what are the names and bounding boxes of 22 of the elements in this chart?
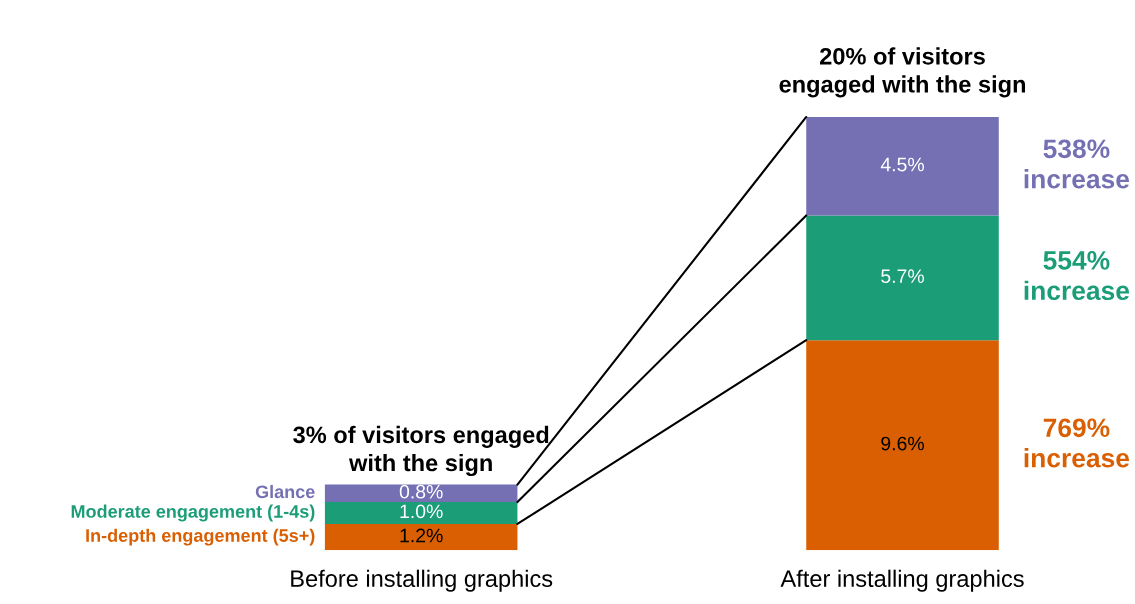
x-tick-label: After installing graphics [780, 569, 1024, 592]
series-label: Glance [255, 484, 315, 499]
x-tick-label: Before installing graphics [291, 569, 553, 592]
data-label: 0.8% [399, 484, 443, 499]
bar [324, 523, 518, 551]
bar [806, 116, 999, 216]
annotation: 3% of visitors engaged with the sign [293, 425, 549, 477]
data-label: 5.7% [881, 269, 924, 284]
bar [806, 215, 999, 341]
series-label: Moderate engagement (1-4s) [71, 504, 315, 522]
bar [324, 484, 518, 503]
bar [324, 502, 518, 524]
annotation: 554% increase [1024, 251, 1130, 301]
data-label: 1.0% [400, 504, 443, 519]
bar [806, 340, 999, 551]
annotation: 538% increase [1024, 139, 1130, 189]
annotation: 769% increase [1024, 418, 1130, 468]
data-label: 9.6% [881, 436, 924, 451]
data-label: 4.5% [880, 157, 924, 172]
data-label: 1.2% [400, 528, 443, 543]
annotation: 20% of visitors engaged with the sign [779, 47, 1026, 98]
series-label: In-depth engagement (5s+) [86, 528, 315, 546]
